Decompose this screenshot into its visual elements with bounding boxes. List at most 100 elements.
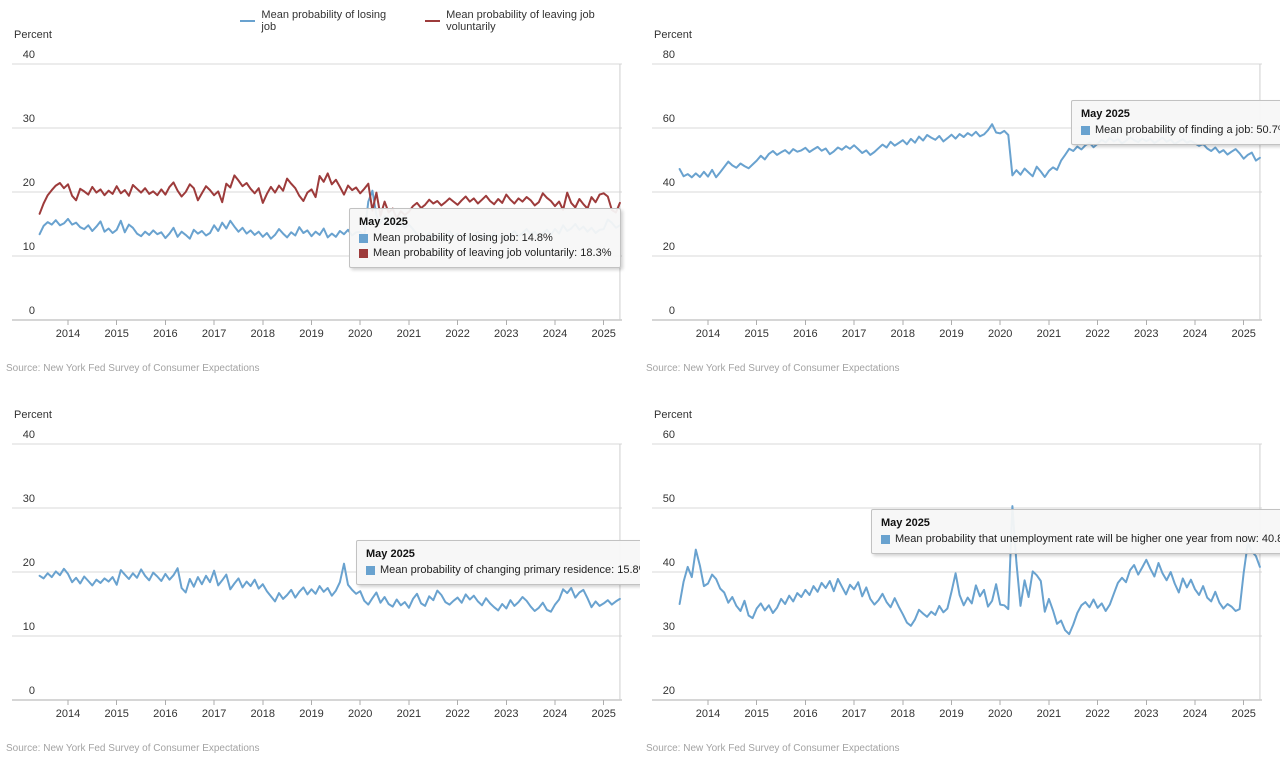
x-tick-label: 2015: [104, 328, 128, 340]
tooltip-date: May 2025: [881, 517, 930, 529]
x-tick-label: 2016: [153, 708, 177, 720]
series-swatch: [366, 565, 375, 575]
series-swatch: [359, 248, 368, 258]
y-tick-label: 30: [23, 113, 35, 125]
changing-residence-chart[interactable]: 40 30 20 10 0 Percent 2014 2015 2016 2017 2018 2019…: [0, 380, 640, 760]
x-tick-label: 2016: [793, 708, 817, 720]
x-tick-label: 2018: [251, 708, 275, 720]
x-tick-label: 2018: [891, 708, 915, 720]
legend-line-swatch: [240, 20, 256, 22]
y-tick-label: 20: [663, 685, 675, 697]
x-tick-label: 2016: [793, 328, 817, 340]
x-tick-label: 2014: [56, 328, 80, 340]
y-tick-label: 40: [23, 49, 35, 61]
chart-tooltip: May 2025 Mean probability of finding a j…: [1071, 100, 1280, 145]
losing-leaving-job-chart[interactable]: 40 30 20 10 0 Percent 2014 2015 2016 2017 2018 2019…: [0, 0, 640, 380]
x-tick-label: 2014: [56, 708, 80, 720]
x-tick-label: 2020: [988, 328, 1012, 340]
legend-item[interactable]: Mean probability of losing job: [240, 9, 399, 33]
x-tick-label: 2017: [202, 328, 226, 340]
y-tick-label: 0: [669, 305, 675, 317]
chart-tooltip: May 2025 Mean probability of changing pr…: [356, 540, 640, 585]
y-tick-label: 40: [663, 177, 675, 189]
x-tick-label: 2018: [251, 328, 275, 340]
x-tick-label: 2019: [299, 708, 323, 720]
x-tick-label: 2015: [744, 708, 768, 720]
y-tick-label: 30: [663, 621, 675, 633]
x-tick-label: 2024: [543, 328, 567, 340]
x-tick-label: 2022: [1085, 328, 1109, 340]
y-tick-label: 0: [29, 685, 35, 697]
tooltip-value-text: Mean probability of leaving job voluntar…: [373, 247, 612, 259]
x-tick-label: 2025: [1231, 328, 1255, 340]
x-tick-label: 2024: [543, 708, 567, 720]
x-tick-label: 2021: [1037, 708, 1061, 720]
x-tick-label: 2024: [1183, 328, 1207, 340]
y-tick-label: 10: [23, 241, 35, 253]
y-axis-title: Percent: [654, 29, 692, 41]
x-tick-label: 2015: [104, 708, 128, 720]
x-tick-label: 2022: [1085, 708, 1109, 720]
series-swatch: [1081, 125, 1090, 135]
x-tick-label: 2020: [988, 708, 1012, 720]
source-note: Source: New York Fed Survey of Consumer …: [646, 363, 900, 374]
tooltip-value-text: Mean probability that unemployment rate …: [895, 533, 1280, 545]
y-tick-label: 20: [23, 177, 35, 189]
x-tick-label: 2021: [1037, 328, 1061, 340]
x-tick-label: 2023: [1134, 708, 1158, 720]
x-tick-label: 2018: [891, 328, 915, 340]
legend-label: Mean probability of losing job: [261, 9, 387, 33]
y-tick-label: 20: [23, 557, 35, 569]
finding-job-chart[interactable]: 80 60 40 20 0 Percent 2014 2015 2016 2017 2018 2019…: [640, 0, 1280, 380]
y-tick-label: 50: [663, 493, 675, 505]
source-note: Source: New York Fed Survey of Consumer …: [6, 743, 260, 754]
chart-legend: Mean probability of losing job Mean proba…: [240, 9, 640, 33]
x-tick-label: 2025: [1231, 708, 1255, 720]
y-tick-label: 60: [663, 113, 675, 125]
tooltip-date: May 2025: [1081, 108, 1130, 120]
x-tick-label: 2020: [348, 328, 372, 340]
tooltip-row: Mean probability of losing job: 14.8%: [359, 232, 611, 244]
y-axis-title: Percent: [14, 29, 52, 41]
panel-finding-job-probability: 80 60 40 20 0 Percent 2014 2015 2016 2017 2018 2019…: [640, 0, 1280, 380]
panel-unemployment-expectation-probability: 60 50 40 30 20 Percent 2014 2015 2016 2017 2018 201…: [640, 380, 1280, 761]
y-tick-label: 0: [29, 305, 35, 317]
source-note: Source: New York Fed Survey of Consumer …: [6, 363, 260, 374]
y-tick-label: 60: [663, 429, 675, 441]
x-tick-label: 2024: [1183, 708, 1207, 720]
y-tick-label: 30: [23, 493, 35, 505]
tooltip-row: Mean probability of leaving job voluntar…: [359, 247, 611, 259]
series-swatch: [359, 233, 368, 243]
y-tick-label: 10: [23, 621, 35, 633]
y-tick-label: 40: [663, 557, 675, 569]
x-tick-label: 2021: [397, 708, 421, 720]
x-tick-label: 2020: [348, 708, 372, 720]
x-tick-label: 2017: [842, 328, 866, 340]
source-note: Source: New York Fed Survey of Consumer …: [646, 743, 900, 754]
x-tick-label: 2019: [939, 708, 963, 720]
x-tick-label: 2016: [153, 328, 177, 340]
legend-item[interactable]: Mean probability of leaving job voluntar…: [424, 9, 640, 33]
tooltip-row: Mean probability of changing primary res…: [366, 564, 640, 576]
x-tick-label: 2023: [494, 708, 518, 720]
x-tick-label: 2021: [397, 328, 421, 340]
unemployment-expectation-chart[interactable]: 60 50 40 30 20 Percent 2014 2015 2016 2017 2018 201…: [640, 380, 1280, 760]
x-tick-label: 2015: [744, 328, 768, 340]
y-tick-label: 80: [663, 49, 675, 61]
x-tick-label: 2025: [591, 328, 615, 340]
x-tick-label: 2019: [299, 328, 323, 340]
series-swatch: [881, 534, 890, 544]
chart-tooltip: May 2025 Mean probability of losing job:…: [349, 208, 622, 268]
series-line: [38, 562, 621, 613]
x-tick-label: 2014: [696, 328, 720, 340]
x-tick-label: 2017: [842, 708, 866, 720]
x-tick-label: 2023: [1134, 328, 1158, 340]
x-tick-label: 2019: [939, 328, 963, 340]
tooltip-date: May 2025: [359, 216, 408, 228]
panel-job-loss-and-quit-probability: Mean probability of losing job Mean proba…: [0, 0, 640, 380]
series-line: [678, 505, 1261, 636]
x-tick-label: 2023: [494, 328, 518, 340]
tooltip-value-text: Mean probability of finding a job: 50.7%: [1095, 124, 1280, 136]
y-axis-title: Percent: [14, 409, 52, 421]
